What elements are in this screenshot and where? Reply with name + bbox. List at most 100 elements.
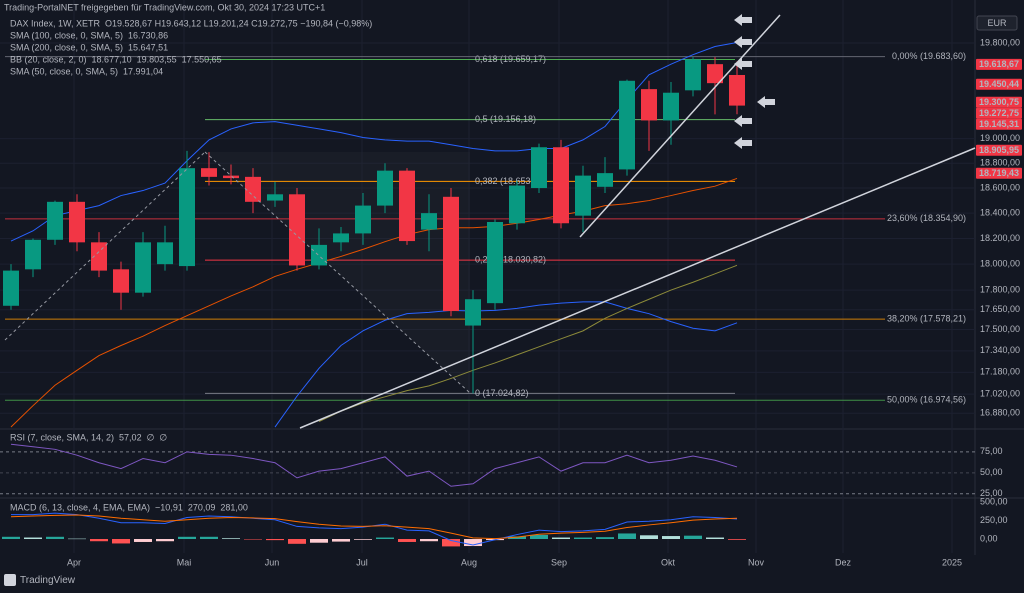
macd-histogram-bar — [2, 536, 20, 540]
legend-value: −10,91 — [155, 502, 183, 512]
macd-histogram-bar — [508, 536, 526, 540]
candle-body — [663, 92, 679, 121]
currency-box — [976, 15, 1018, 31]
candle-body — [597, 173, 613, 187]
indicator-layer — [2, 42, 746, 547]
legend-value: O19.528,67 H19.643,12 L19.201,24 C19.272… — [105, 18, 372, 28]
candle-body — [487, 221, 503, 304]
x-tick-label: Nov — [748, 557, 765, 567]
rsi-line — [10, 443, 738, 487]
candle-body — [311, 244, 327, 266]
candle-body — [245, 176, 261, 202]
arrow — [734, 14, 752, 26]
candle-body — [399, 170, 415, 242]
legend-value: 18.677,10 — [92, 54, 132, 64]
fib-label: 0 (17.024,82) — [475, 388, 529, 398]
candle-body — [113, 269, 129, 293]
price-label-box — [976, 118, 1022, 130]
legend-name: BB (20, close, 2, 0) — [10, 54, 87, 64]
arrows — [734, 14, 775, 149]
signal-line — [10, 514, 738, 540]
macd-histogram-bar — [596, 537, 614, 540]
macd-histogram-bar — [266, 539, 284, 541]
fib-label: 0,618 (19.659,17) — [475, 54, 546, 64]
macd-histogram-bar — [46, 536, 64, 540]
candle-body — [223, 175, 239, 179]
y-tick-label: 19.000,00 — [980, 133, 1020, 143]
macd-histogram-bar — [244, 539, 262, 540]
arrow — [734, 36, 752, 48]
macd-histogram-bar — [310, 539, 328, 543]
candle-body — [333, 233, 349, 243]
fib-label: 50,00% (16.974,56) — [887, 395, 966, 405]
macd-histogram-bar — [552, 537, 570, 540]
y-tick-label: 17.180,00 — [980, 367, 1020, 377]
y-tick-label: 18.800,00 — [980, 158, 1020, 168]
candle-body — [685, 59, 701, 91]
y-tick-label: 0,00 — [980, 533, 998, 543]
indicator-line — [274, 301, 738, 428]
macd-histogram-bar — [222, 538, 240, 540]
shared-by: Trading-PortalNET freigegeben für Tradin… — [4, 2, 325, 12]
macd-histogram-bar — [464, 539, 482, 547]
price-axis — [975, 0, 1024, 555]
x-tick-label: 2025 — [942, 557, 962, 567]
y-tick-label: 17.800,00 — [980, 284, 1020, 294]
macd-histogram-bar — [662, 536, 680, 540]
legend-value: 16.730,86 — [128, 30, 168, 40]
y-tick-label: 18.600,00 — [980, 182, 1020, 192]
price-label: 19.618,67 — [979, 59, 1019, 69]
legend-name: SMA (100, close, 0, SMA, 5) — [10, 30, 123, 40]
price-label-box — [976, 167, 1022, 179]
candle-body — [3, 270, 19, 306]
macd-histogram-bar — [640, 535, 658, 540]
candle-body — [619, 80, 635, 170]
price-label-box — [976, 107, 1022, 119]
fib-label: 0,382 (18.653,18) — [475, 176, 546, 186]
legend-value: 57,02 — [119, 432, 142, 442]
legend-value: 281,00 — [220, 502, 248, 512]
macd-histogram-bar — [728, 539, 746, 540]
candle-layer — [3, 57, 745, 394]
candle-body — [69, 201, 85, 243]
legend-value: 270,09 — [188, 502, 216, 512]
y-tick-label: 17.340,00 — [980, 345, 1020, 355]
price-label: 18.905,95 — [979, 145, 1019, 155]
fib-layer: 0,618 (19.659,17) 0,5 (19.156,18) 0,382 (1… — [5, 51, 966, 405]
candle-body — [355, 205, 371, 234]
candle-body — [267, 194, 283, 201]
drawings — [4, 14, 976, 429]
legend-value: ∅ — [147, 432, 155, 442]
indicator-line — [10, 42, 738, 242]
y-tick-label: 17.500,00 — [980, 324, 1020, 334]
y-tick-label: 18.200,00 — [980, 233, 1020, 243]
macd-histogram-bar — [288, 539, 306, 544]
legend-layer: Trading-PortalNET freigegeben für Tradin… — [4, 2, 1018, 586]
price-label-box — [976, 58, 1022, 70]
y-tick-label: 75,00 — [980, 446, 1003, 456]
price-label: 19.300,75 — [979, 97, 1019, 107]
legend-value: 17.550,65 — [182, 54, 222, 64]
y-tick-label: 17.020,00 — [980, 388, 1020, 398]
candle-body — [729, 74, 745, 106]
candle-body — [443, 196, 459, 312]
candle-body — [707, 64, 723, 84]
legend-name: SMA (200, close, 0, SMA, 5) — [10, 42, 123, 52]
candle-body — [377, 170, 393, 206]
macd-histogram-bar — [90, 539, 108, 542]
currency: EUR — [987, 18, 1007, 28]
candle-body — [91, 242, 107, 271]
x-tick-label: Dez — [835, 557, 852, 567]
indicator-line — [318, 264, 738, 422]
x-tick-label: Mai — [177, 557, 192, 567]
price-label: 19.145,31 — [979, 119, 1019, 129]
candle-body — [421, 213, 437, 230]
candle-body — [465, 299, 481, 326]
y-tick-label: 50,00 — [980, 467, 1003, 477]
price-label-box — [976, 144, 1022, 156]
candle-body — [201, 168, 217, 177]
macd-histogram-bar — [530, 534, 548, 540]
price-label: 19.272,75 — [979, 108, 1019, 118]
